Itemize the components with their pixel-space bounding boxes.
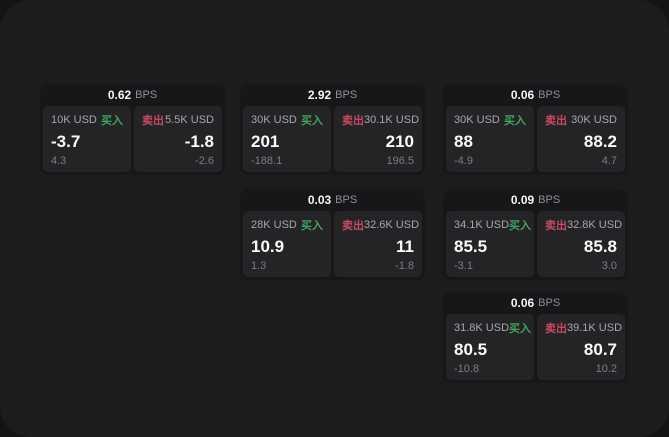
sell-delta-value: -2.6 [195,155,214,167]
sell-side-label: 卖出 [545,220,567,232]
bps-header: 0.09 BPS [443,189,628,211]
buy-price-value: 88 [454,132,473,151]
buy-side-label: 买入 [509,220,532,232]
sell-size-label: 30K USD [571,114,617,126]
buy-size-label: 28K USD [251,219,297,231]
sell-delta-value: -1.8 [395,260,414,272]
buy-price-value: 80.5 [454,340,488,359]
buy-price-value: 201 [251,132,280,151]
buy-size-label: 30K USD [251,114,297,126]
buy-price-value: 85.5 [454,237,488,256]
sell-panel[interactable]: 卖出 30.1K USD 210 196.5 [334,106,422,172]
buy-size-label: 30K USD [454,114,500,126]
bps-header: 0.03 BPS [240,189,425,211]
bps-value: 0.09 [510,193,535,207]
buy-panel[interactable]: 10K USD 买入 -3.7 4.3 [43,106,131,172]
quote-card-1: 0.62 BPS 10K USD 买入 -3.7 4.3 卖出 5.5K USD… [40,84,225,175]
sell-panel[interactable]: 卖出 30K USD 88.2 4.7 [537,106,625,172]
sell-panel[interactable]: 卖出 32.6K USD 11 -1.8 [334,211,422,277]
sell-price-value: 210 [385,132,414,151]
sell-size-label: 5.5K USD [165,114,214,126]
buy-size-label: 10K USD [51,114,97,126]
buy-side-label: 买入 [101,115,123,127]
buy-side-label: 买入 [301,115,323,127]
buy-delta-value: 1.3 [251,260,267,272]
bps-unit-label: BPS [135,89,158,101]
bps-header: 0.06 BPS [443,84,628,106]
sell-price-value: 11 [396,237,414,256]
sell-side-label: 卖出 [342,220,364,232]
sell-side-label: 卖出 [545,115,567,127]
sell-panel[interactable]: 卖出 32.8K USD 85.8 3.0 [537,211,625,277]
bps-unit-label: BPS [538,89,561,101]
sell-delta-value: 4.7 [601,155,617,167]
buy-size-label: 31.8K USD [454,322,510,334]
buy-delta-value: -188.1 [251,155,283,167]
bps-header: 2.92 BPS [240,84,425,106]
sell-delta-value: 3.0 [601,260,617,272]
sell-panel[interactable]: 卖出 5.5K USD -1.8 -2.6 [134,106,222,172]
sell-size-label: 32.6K USD [364,219,420,231]
buy-panel[interactable]: 30K USD 买入 201 -188.1 [243,106,331,172]
sell-size-label: 39.1K USD [567,322,623,334]
bps-value: 0.62 [107,88,132,102]
quote-card-3: 0.06 BPS 30K USD 买入 88 -4.9 卖出 30K USD 8… [443,84,628,175]
sell-price-value: 88.2 [583,132,617,151]
sell-side-label: 卖出 [142,115,164,127]
quote-card-2: 2.92 BPS 30K USD 买入 201 -188.1 卖出 30.1K … [240,84,425,175]
sell-price-value: -1.8 [184,132,214,151]
buy-delta-value: -10.8 [454,363,480,375]
buy-side-label: 买入 [301,220,323,232]
sell-side-label: 卖出 [342,115,364,127]
buy-price-value: 10.9 [251,237,285,256]
bps-value: 0.03 [307,193,332,207]
bps-unit-label: BPS [335,89,358,101]
sell-size-label: 32.8K USD [567,219,623,231]
buy-delta-value: -3.1 [454,260,473,272]
sell-price-value: 80.7 [583,340,617,359]
bps-header: 0.06 BPS [443,292,628,314]
buy-side-label: 买入 [504,115,526,127]
buy-delta-value: -4.9 [454,155,473,167]
sell-delta-value: 10.2 [595,363,617,375]
bps-value: 2.92 [307,88,332,102]
buy-panel[interactable]: 28K USD 买入 10.9 1.3 [243,211,331,277]
bps-unit-label: BPS [335,194,358,206]
sell-delta-value: 196.5 [386,155,414,167]
buy-panel[interactable]: 34.1K USD 买入 85.5 -3.1 [446,211,534,277]
quote-card-4: 0.03 BPS 28K USD 买入 10.9 1.3 卖出 32.6K US… [240,189,425,280]
buy-price-value: -3.7 [51,132,81,151]
quote-card-5: 0.09 BPS 34.1K USD 买入 85.5 -3.1 卖出 32.8K… [443,189,628,280]
quote-card-6: 0.06 BPS 31.8K USD 买入 80.5 -10.8 卖出 39.1… [443,292,628,383]
buy-side-label: 买入 [509,323,532,335]
bps-unit-label: BPS [538,194,561,206]
sell-panel[interactable]: 卖出 39.1K USD 80.7 10.2 [537,314,625,380]
bps-value: 0.06 [510,88,535,102]
buy-delta-value: 4.3 [51,155,67,167]
sell-side-label: 卖出 [545,323,567,335]
buy-panel[interactable]: 31.8K USD 买入 80.5 -10.8 [446,314,534,380]
bps-value: 0.06 [510,296,535,310]
bps-header: 0.62 BPS [40,84,225,106]
sell-size-label: 30.1K USD [364,114,420,126]
sell-price-value: 85.8 [583,237,617,256]
buy-panel[interactable]: 30K USD 买入 88 -4.9 [446,106,534,172]
buy-size-label: 34.1K USD [454,219,510,231]
bps-unit-label: BPS [538,297,561,309]
